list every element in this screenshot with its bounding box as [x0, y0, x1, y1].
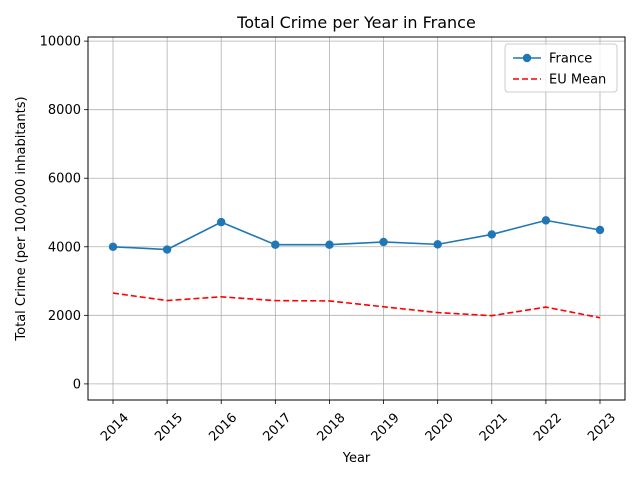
chart-title: Total Crime per Year in France — [236, 13, 476, 32]
y-tick-label: 6000 — [48, 172, 81, 187]
x-tick-label: 2020 — [423, 410, 457, 444]
x-tick-label: 2022 — [531, 410, 565, 444]
y-tick-label: 4000 — [48, 240, 81, 255]
x-tick-label: 2019 — [369, 410, 403, 444]
x-tick-label: 2018 — [315, 410, 349, 444]
plot-frame — [87, 36, 626, 401]
legend-label-france: France — [549, 52, 592, 67]
legend-box — [504, 43, 618, 93]
data-point-france — [379, 237, 388, 247]
series-line-eu-mean — [112, 292, 601, 319]
data-point-france — [271, 240, 280, 249]
data-point-france — [541, 216, 551, 225]
y-tick-label: 2000 — [48, 309, 81, 324]
data-point-france — [108, 242, 118, 251]
legend-label-eu-mean: EU Mean — [549, 73, 606, 88]
x-tick-label: 2016 — [206, 410, 240, 444]
data-point-france — [162, 245, 172, 254]
x-tick-label: 2014 — [98, 410, 132, 444]
x-tick-label: 2015 — [152, 410, 186, 444]
legend-marker-france — [522, 53, 532, 63]
y-axis-label: Total Crime (per 100,000 inhabitants) — [14, 96, 29, 341]
data-point-france — [595, 225, 605, 235]
x-tick-label: 2023 — [585, 410, 619, 444]
series-layer — [108, 216, 605, 319]
legend: France EU Mean — [504, 43, 618, 93]
grid — [88, 37, 625, 400]
y-tick-label: 8000 — [48, 103, 81, 118]
x-axis-label: Year — [342, 451, 371, 466]
data-point-france — [325, 240, 334, 249]
data-point-france — [433, 240, 442, 249]
data-point-france — [217, 217, 226, 227]
x-tick-label: 2017 — [260, 410, 294, 444]
series-line-france — [112, 219, 601, 251]
data-point-france — [487, 230, 496, 239]
y-tick-label: 0 — [73, 377, 81, 392]
x-tick-label: 2021 — [477, 410, 511, 444]
y-tick-label: 10000 — [40, 35, 81, 50]
